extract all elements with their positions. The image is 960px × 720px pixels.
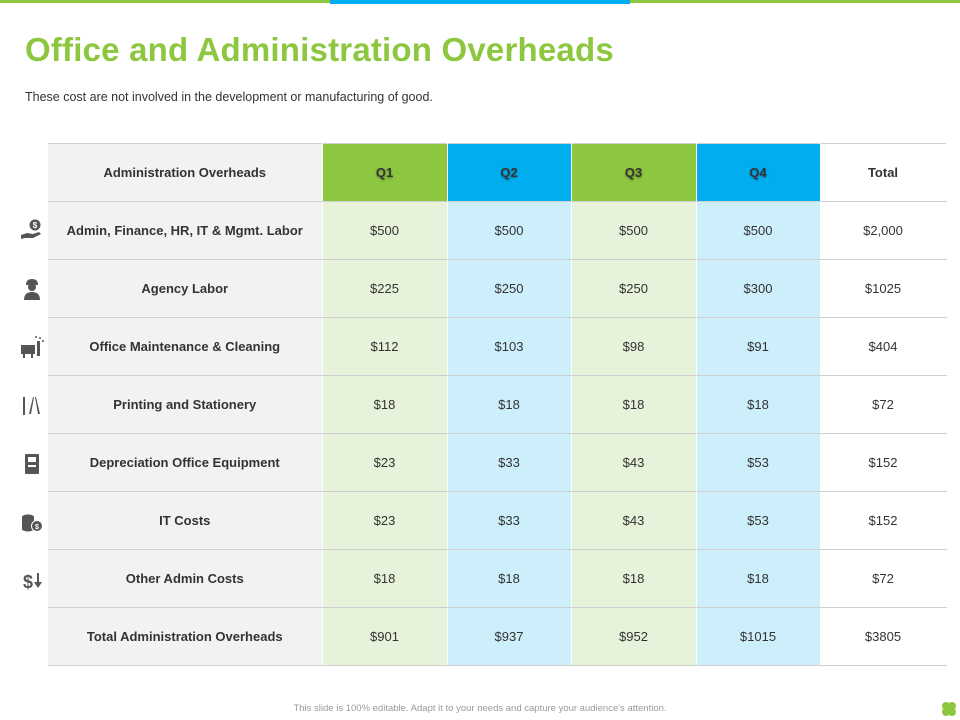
cell-q3: $500: [571, 201, 697, 260]
clover-logo-icon: [942, 702, 956, 716]
cell-total: $152: [820, 433, 947, 492]
cell-q1: $112: [322, 317, 448, 376]
total-total: $3805: [820, 607, 947, 666]
header-q4: Q4: [696, 143, 821, 202]
table-row: Depreciation Office Equipment $23 $33 $4…: [48, 433, 947, 492]
overheads-table: Administration Overheads Q1 Q2 Q3 Q4 Tot…: [48, 143, 947, 666]
header-total: Total: [820, 143, 947, 202]
top-bar-accent: [330, 0, 630, 4]
cell-q2: $33: [447, 433, 572, 492]
coins-icon: $: [14, 494, 50, 553]
cell-total: $404: [820, 317, 947, 376]
table-row: Admin, Finance, HR, IT & Mgmt. Labor $50…: [48, 201, 947, 260]
page-subtitle: These cost are not involved in the devel…: [25, 90, 433, 104]
cell-q3: $43: [571, 491, 697, 550]
cell-q3: $98: [571, 317, 697, 376]
cleaning-icon: [14, 318, 50, 377]
total-q4: $1015: [696, 607, 821, 666]
row-label: Agency Labor: [48, 259, 323, 318]
svg-text:$: $: [35, 524, 39, 531]
table-header-row: Administration Overheads Q1 Q2 Q3 Q4 Tot…: [48, 143, 947, 202]
page-title: Office and Administration Overheads: [25, 31, 614, 68]
header-q2: Q2: [447, 143, 572, 202]
stationery-icon: [14, 377, 50, 436]
total-q1: $901: [322, 607, 448, 666]
table-row: IT Costs $23 $33 $43 $53 $152: [48, 491, 947, 550]
cell-q2: $18: [447, 375, 572, 434]
equipment-icon: [14, 435, 50, 494]
cell-q1: $18: [322, 375, 448, 434]
cell-q4: $300: [696, 259, 821, 318]
cell-q3: $43: [571, 433, 697, 492]
total-q3: $952: [571, 607, 697, 666]
footer-note: This slide is 100% editable. Adapt it to…: [293, 703, 667, 714]
cell-q2: $103: [447, 317, 572, 376]
header-label: Administration Overheads: [48, 143, 323, 202]
cell-total: $72: [820, 375, 947, 434]
row-label: Office Maintenance & Cleaning: [48, 317, 323, 376]
header-q1: Q1: [322, 143, 448, 202]
table-row: Other Admin Costs $18 $18 $18 $18 $72: [48, 549, 947, 608]
cell-q2: $250: [447, 259, 572, 318]
cell-q3: $250: [571, 259, 697, 318]
total-row-label: Total Administration Overheads: [48, 607, 323, 666]
cell-q4: $18: [696, 375, 821, 434]
cell-q1: $23: [322, 491, 448, 550]
table-row: Agency Labor $225 $250 $250 $300 $1025: [48, 259, 947, 318]
svg-text:$: $: [23, 572, 33, 592]
table-row: Office Maintenance & Cleaning $112 $103 …: [48, 317, 947, 376]
cell-q4: $18: [696, 549, 821, 608]
row-label: Admin, Finance, HR, IT & Mgmt. Labor: [48, 201, 323, 260]
worker-icon: [14, 260, 50, 319]
table-row: Printing and Stationery $18 $18 $18 $18 …: [48, 375, 947, 434]
cell-q1: $225: [322, 259, 448, 318]
cell-q2: $500: [447, 201, 572, 260]
dollar-down-icon: $: [14, 552, 50, 611]
cell-q4: $91: [696, 317, 821, 376]
cell-q3: $18: [571, 375, 697, 434]
cell-q4: $53: [696, 491, 821, 550]
cell-total: $2,000: [820, 201, 947, 260]
row-label: Other Admin Costs: [48, 549, 323, 608]
cell-q1: $23: [322, 433, 448, 492]
cell-q4: $500: [696, 201, 821, 260]
row-label: Depreciation Office Equipment: [48, 433, 323, 492]
cell-q2: $33: [447, 491, 572, 550]
cell-total: $72: [820, 549, 947, 608]
row-label: Printing and Stationery: [48, 375, 323, 434]
table-total-row: Total Administration Overheads $901 $937…: [48, 607, 947, 666]
cell-q2: $18: [447, 549, 572, 608]
cell-q1: $500: [322, 201, 448, 260]
cell-total: $152: [820, 491, 947, 550]
cell-q3: $18: [571, 549, 697, 608]
row-label: IT Costs: [48, 491, 323, 550]
header-q3: Q3: [571, 143, 697, 202]
cell-q1: $18: [322, 549, 448, 608]
cell-total: $1025: [820, 259, 947, 318]
svg-text:$: $: [33, 221, 38, 230]
total-q2: $937: [447, 607, 572, 666]
row-icons: $: [14, 201, 50, 611]
cell-q4: $53: [696, 433, 821, 492]
hand-dollar-icon: $: [14, 201, 50, 260]
